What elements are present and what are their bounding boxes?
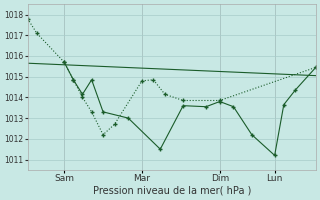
X-axis label: Pression niveau de la mer( hPa ): Pression niveau de la mer( hPa ) <box>92 186 251 196</box>
